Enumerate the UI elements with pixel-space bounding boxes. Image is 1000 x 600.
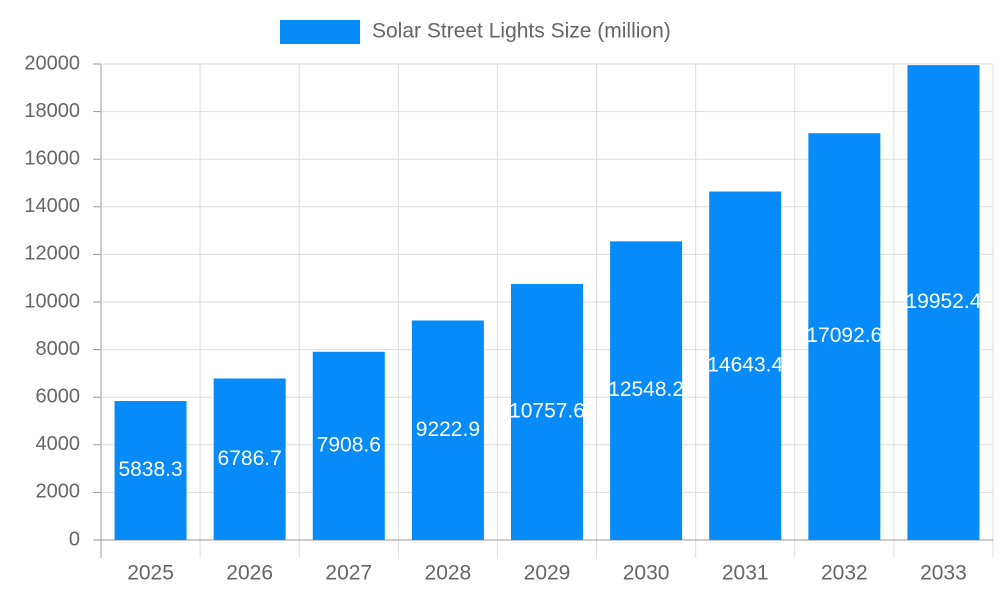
bar	[312, 351, 385, 540]
bar	[610, 241, 683, 540]
bar	[213, 378, 286, 540]
data-label: 6786.7	[218, 447, 282, 470]
legend-label: Solar Street Lights Size (million)	[372, 20, 671, 43]
y-tick-label: 18000	[24, 100, 80, 122]
x-tick-label: 2025	[127, 562, 174, 585]
x-tick-label: 2026	[226, 562, 273, 585]
bar	[709, 191, 782, 541]
data-label: 10757.6	[509, 400, 585, 423]
x-tick-label: 2028	[425, 562, 472, 585]
bar	[511, 283, 583, 540]
y-tick-label: 8000	[36, 338, 81, 360]
data-label: 12548.2	[608, 378, 684, 401]
y-tick-label: 2000	[36, 481, 81, 503]
y-tick-label: 10000	[24, 290, 80, 312]
bar	[411, 320, 484, 540]
y-tick-label: 16000	[24, 147, 80, 169]
y-tick-label: 20000	[24, 52, 80, 74]
x-tick-label: 2031	[722, 562, 769, 585]
x-tick-label: 2029	[524, 562, 571, 585]
data-label: 9222.9	[416, 418, 480, 441]
bar	[808, 133, 881, 541]
x-tick-label: 2027	[325, 562, 372, 585]
y-tick-label: 12000	[24, 243, 80, 265]
y-tick-label: 14000	[24, 195, 80, 217]
x-tick-label: 2033	[920, 562, 967, 585]
y-tick-label: 0	[69, 528, 80, 550]
bar	[114, 401, 187, 540]
legend-swatch	[280, 20, 360, 44]
x-tick-label: 2032	[821, 562, 868, 585]
data-label: 19952.4	[905, 290, 981, 313]
bar	[907, 65, 980, 541]
data-label: 14643.4	[707, 353, 783, 376]
y-tick-label: 6000	[36, 385, 81, 407]
x-tick-label: 2030	[623, 562, 670, 585]
data-label: 17092.6	[806, 324, 882, 347]
data-label: 5838.3	[118, 458, 182, 481]
y-tick-label: 4000	[36, 433, 81, 455]
data-label: 7908.6	[317, 433, 381, 456]
